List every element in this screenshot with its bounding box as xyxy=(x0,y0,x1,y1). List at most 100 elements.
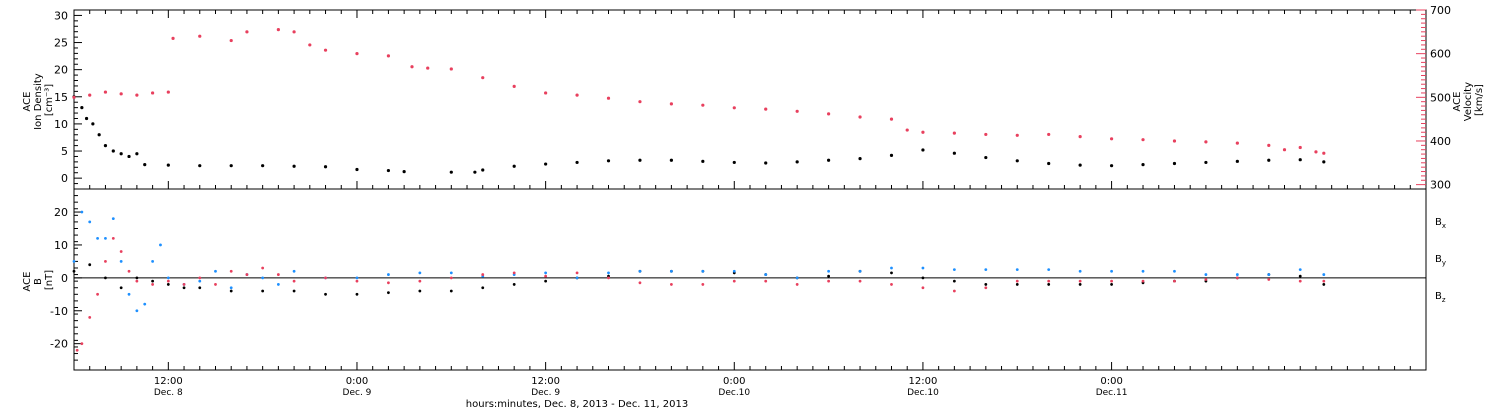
top-left-ylabel-line1: ACE xyxy=(22,92,33,112)
legend-bx: Bx xyxy=(1435,217,1446,230)
velocity-point xyxy=(198,34,202,38)
top-right-tick-label: 600 xyxy=(1430,48,1451,61)
b-field-point-bx xyxy=(921,276,925,280)
velocity-point xyxy=(606,96,611,100)
b-field-point-bz xyxy=(245,273,249,276)
legend-by-sub: y xyxy=(1442,259,1446,267)
b-field-point-bz xyxy=(355,279,359,283)
b-field-point-bx xyxy=(387,291,390,295)
legend-bx-main: B xyxy=(1435,217,1442,228)
density-point xyxy=(103,144,108,148)
velocity-point xyxy=(827,112,831,116)
velocity-point xyxy=(984,132,988,137)
velocity-point xyxy=(1267,143,1271,147)
velocity-point xyxy=(171,36,175,40)
b-field-point-bx xyxy=(1110,283,1113,286)
b-field-point-bz xyxy=(1322,279,1326,283)
b-field-point-bx xyxy=(952,279,956,283)
velocity-point xyxy=(1235,141,1239,145)
b-field-point-bz xyxy=(952,289,956,293)
velocity-point xyxy=(166,90,170,94)
velocity-point xyxy=(1109,137,1114,141)
bottom-panel-frame xyxy=(73,188,1427,371)
b-field-point-bx xyxy=(449,289,453,293)
top-left-tick-label: 5 xyxy=(61,145,68,158)
density-point xyxy=(701,159,705,163)
velocity-point xyxy=(732,106,736,110)
b-field-point-bx xyxy=(1078,283,1082,286)
b-field-point-by xyxy=(1267,273,1271,276)
b-field-point-bz xyxy=(1204,278,1208,281)
b-field-point-bx xyxy=(1015,283,1019,286)
b-field-point-bz xyxy=(387,281,390,285)
density-point xyxy=(97,133,101,137)
velocity-point xyxy=(323,48,328,52)
b-field-point-by xyxy=(166,276,170,280)
b-field-point-by xyxy=(795,276,799,280)
date-tick-label: Dec. 9 xyxy=(531,388,560,398)
b-field-point-by xyxy=(261,276,265,280)
b-field-point-bx xyxy=(355,292,359,296)
b-field-point-bx xyxy=(512,283,516,286)
b-field-point-by xyxy=(151,260,155,263)
date-tick-label: Dec. 8 xyxy=(154,388,183,398)
b-field-point-bz xyxy=(96,292,99,296)
bottom-panel-series xyxy=(72,210,1326,352)
b-field-point-by xyxy=(276,283,280,286)
b-field-point-bz xyxy=(544,274,548,278)
b-field-point-bz xyxy=(481,273,485,276)
b-field-point-by xyxy=(119,260,123,263)
density-point xyxy=(119,152,123,156)
b-field-point-by xyxy=(80,210,84,214)
b-field-point-bz xyxy=(292,279,296,283)
b-field-point-by xyxy=(1173,269,1176,273)
b-field-point-by xyxy=(72,260,76,263)
b-field-point-bx xyxy=(1298,274,1302,278)
b-field-point-bx xyxy=(827,274,831,278)
top-right-ylabel-line2: Velocity xyxy=(1463,82,1474,121)
b-field-point-by xyxy=(387,273,390,276)
legend-bx-sub: x xyxy=(1442,222,1446,230)
velocity-point xyxy=(1172,139,1177,143)
b-field-point-by xyxy=(921,266,925,270)
b-field-point-bz xyxy=(88,315,92,319)
legend-by: By xyxy=(1435,254,1446,267)
b-field-point-bz xyxy=(512,271,516,275)
top-right-ylabel-line3: [km/s] xyxy=(1474,84,1485,116)
time-tick-label: 0:00 xyxy=(723,376,745,387)
b-field-point-by xyxy=(669,269,673,273)
density-point xyxy=(1235,159,1239,163)
velocity-point xyxy=(135,93,139,97)
density-point xyxy=(355,167,359,172)
velocity-point xyxy=(858,115,862,119)
b-field-point-by xyxy=(1078,269,1082,273)
b-field-point-bz xyxy=(135,279,139,283)
b-field-point-by xyxy=(827,269,831,273)
top-right-ylabel: ACE Velocity [km/s] xyxy=(1452,79,1485,121)
density-point xyxy=(1298,158,1302,162)
velocity-point xyxy=(103,90,108,94)
b-field-point-by xyxy=(292,269,296,273)
b-field-point-bz xyxy=(104,260,107,263)
bottom-left-ylabel-line3: [nT] xyxy=(44,270,55,290)
velocity-point xyxy=(905,128,909,132)
b-field-point-by xyxy=(159,243,162,247)
density-point xyxy=(481,168,485,172)
b-field-point-bx xyxy=(119,286,123,290)
b-field-point-by xyxy=(96,236,99,240)
bottom-left-ylabel-line2: B xyxy=(33,278,44,285)
b-field-point-by xyxy=(88,220,92,224)
b-field-point-by xyxy=(764,273,768,276)
b-field-point-bx xyxy=(198,286,202,290)
density-point xyxy=(575,160,579,165)
velocity-point xyxy=(921,130,925,134)
b-field-point-bx xyxy=(88,263,92,267)
velocity-point xyxy=(426,66,430,70)
density-point xyxy=(606,159,611,163)
bottom-left-tick-label: -20 xyxy=(50,338,68,351)
velocity-point xyxy=(638,100,642,104)
density-point xyxy=(449,170,453,174)
top-left-tick-label: 20 xyxy=(54,64,68,77)
